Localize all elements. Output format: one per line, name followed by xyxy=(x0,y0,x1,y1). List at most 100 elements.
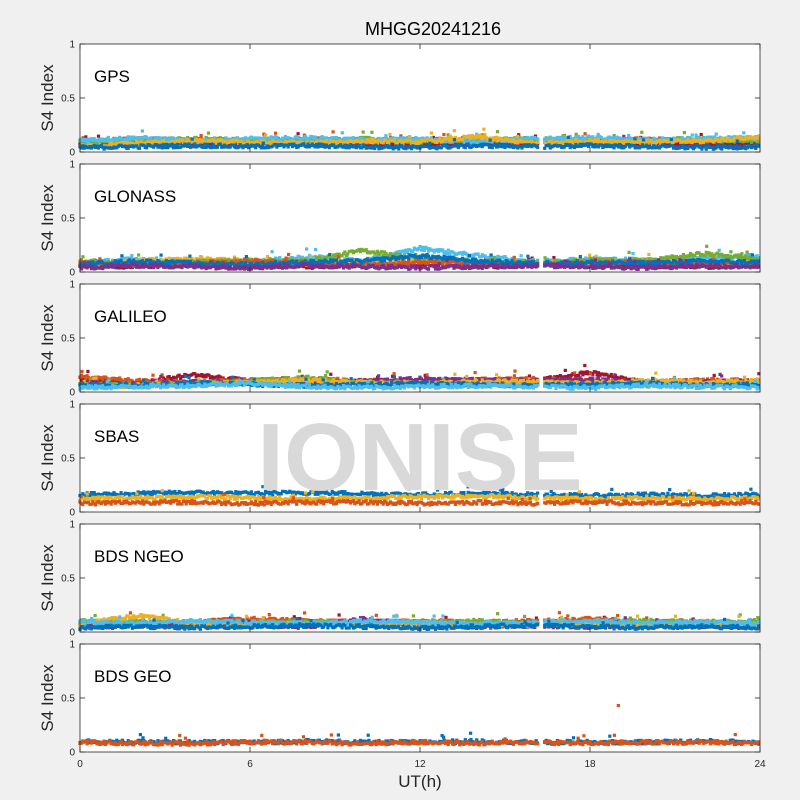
data-point xyxy=(231,141,235,145)
data-point xyxy=(191,145,195,149)
data-point xyxy=(198,143,202,147)
data-point xyxy=(414,142,418,146)
data-point xyxy=(220,138,224,142)
data-point xyxy=(479,255,483,259)
data-point xyxy=(135,137,139,141)
data-point xyxy=(164,142,168,146)
data-point xyxy=(497,255,501,259)
data-point xyxy=(405,250,409,254)
data-point xyxy=(583,132,587,136)
data-point xyxy=(319,144,323,148)
data-point xyxy=(290,145,295,149)
data-point xyxy=(509,138,513,142)
data-point xyxy=(387,141,391,145)
data-point xyxy=(509,145,513,149)
data-point xyxy=(622,134,626,138)
data-point xyxy=(738,135,742,139)
data-point xyxy=(645,143,649,147)
data-point xyxy=(604,139,608,143)
data-point xyxy=(652,144,656,148)
data-point xyxy=(596,132,600,136)
data-point xyxy=(231,143,235,147)
data-point xyxy=(466,142,470,146)
data-point xyxy=(411,249,415,253)
data-point xyxy=(536,140,540,145)
data-point xyxy=(261,141,265,145)
data-point xyxy=(101,145,105,149)
data-point xyxy=(404,144,408,148)
data-point xyxy=(278,256,282,260)
data-point xyxy=(438,137,442,141)
data-point xyxy=(320,142,324,146)
data-point xyxy=(361,130,365,134)
data-point xyxy=(443,143,448,147)
data-point xyxy=(302,142,306,146)
data-point xyxy=(757,256,761,260)
data-point xyxy=(503,145,507,150)
data-point xyxy=(548,141,552,145)
data-point xyxy=(589,142,593,146)
data-point xyxy=(757,140,761,145)
data-point xyxy=(717,144,721,148)
data-point xyxy=(190,137,194,141)
data-point xyxy=(623,139,627,143)
data-point xyxy=(631,252,635,256)
data-point xyxy=(720,147,724,151)
data-point xyxy=(469,136,473,140)
data-point xyxy=(418,244,422,249)
data-point xyxy=(460,137,465,141)
data-point xyxy=(412,138,416,142)
data-point xyxy=(574,135,578,139)
data-point xyxy=(426,249,431,253)
data-point xyxy=(714,146,718,150)
data-point xyxy=(431,135,435,139)
data-point xyxy=(273,256,278,260)
data-point xyxy=(558,144,562,148)
data-point xyxy=(241,140,245,144)
data-point xyxy=(448,134,452,138)
data-point xyxy=(670,144,674,148)
data-point xyxy=(351,136,355,140)
data-point xyxy=(650,146,654,150)
data-point xyxy=(472,138,476,142)
data-point xyxy=(514,137,518,141)
data-point xyxy=(313,145,317,149)
series-markers xyxy=(78,244,761,271)
data-point xyxy=(452,129,456,133)
data-point xyxy=(156,136,160,140)
data-point xyxy=(476,133,480,137)
data-point xyxy=(245,143,249,147)
data-point xyxy=(587,140,591,144)
data-point xyxy=(503,255,507,259)
data-point xyxy=(130,254,134,258)
data-point xyxy=(306,142,310,146)
data-point xyxy=(296,136,300,140)
data-point xyxy=(448,139,452,143)
data-point xyxy=(751,145,755,149)
data-point xyxy=(79,146,83,150)
data-point xyxy=(579,144,584,148)
data-point xyxy=(132,135,136,139)
data-point xyxy=(323,145,327,149)
data-point xyxy=(244,144,248,148)
data-point xyxy=(570,139,574,143)
data-point xyxy=(196,138,200,142)
data-point xyxy=(126,146,130,150)
data-point xyxy=(401,136,405,140)
data-point xyxy=(205,256,210,260)
data-point xyxy=(754,146,758,150)
data-point xyxy=(310,140,314,144)
data-point xyxy=(179,145,183,149)
data-point xyxy=(686,146,690,151)
data-point xyxy=(269,142,273,147)
data-point xyxy=(428,141,432,145)
data-point xyxy=(442,133,446,137)
data-point xyxy=(638,136,642,140)
data-point xyxy=(418,141,422,145)
data-point xyxy=(360,146,364,150)
data-point xyxy=(272,139,276,143)
data-point xyxy=(697,136,701,140)
data-point xyxy=(577,134,581,138)
data-point xyxy=(595,140,599,144)
